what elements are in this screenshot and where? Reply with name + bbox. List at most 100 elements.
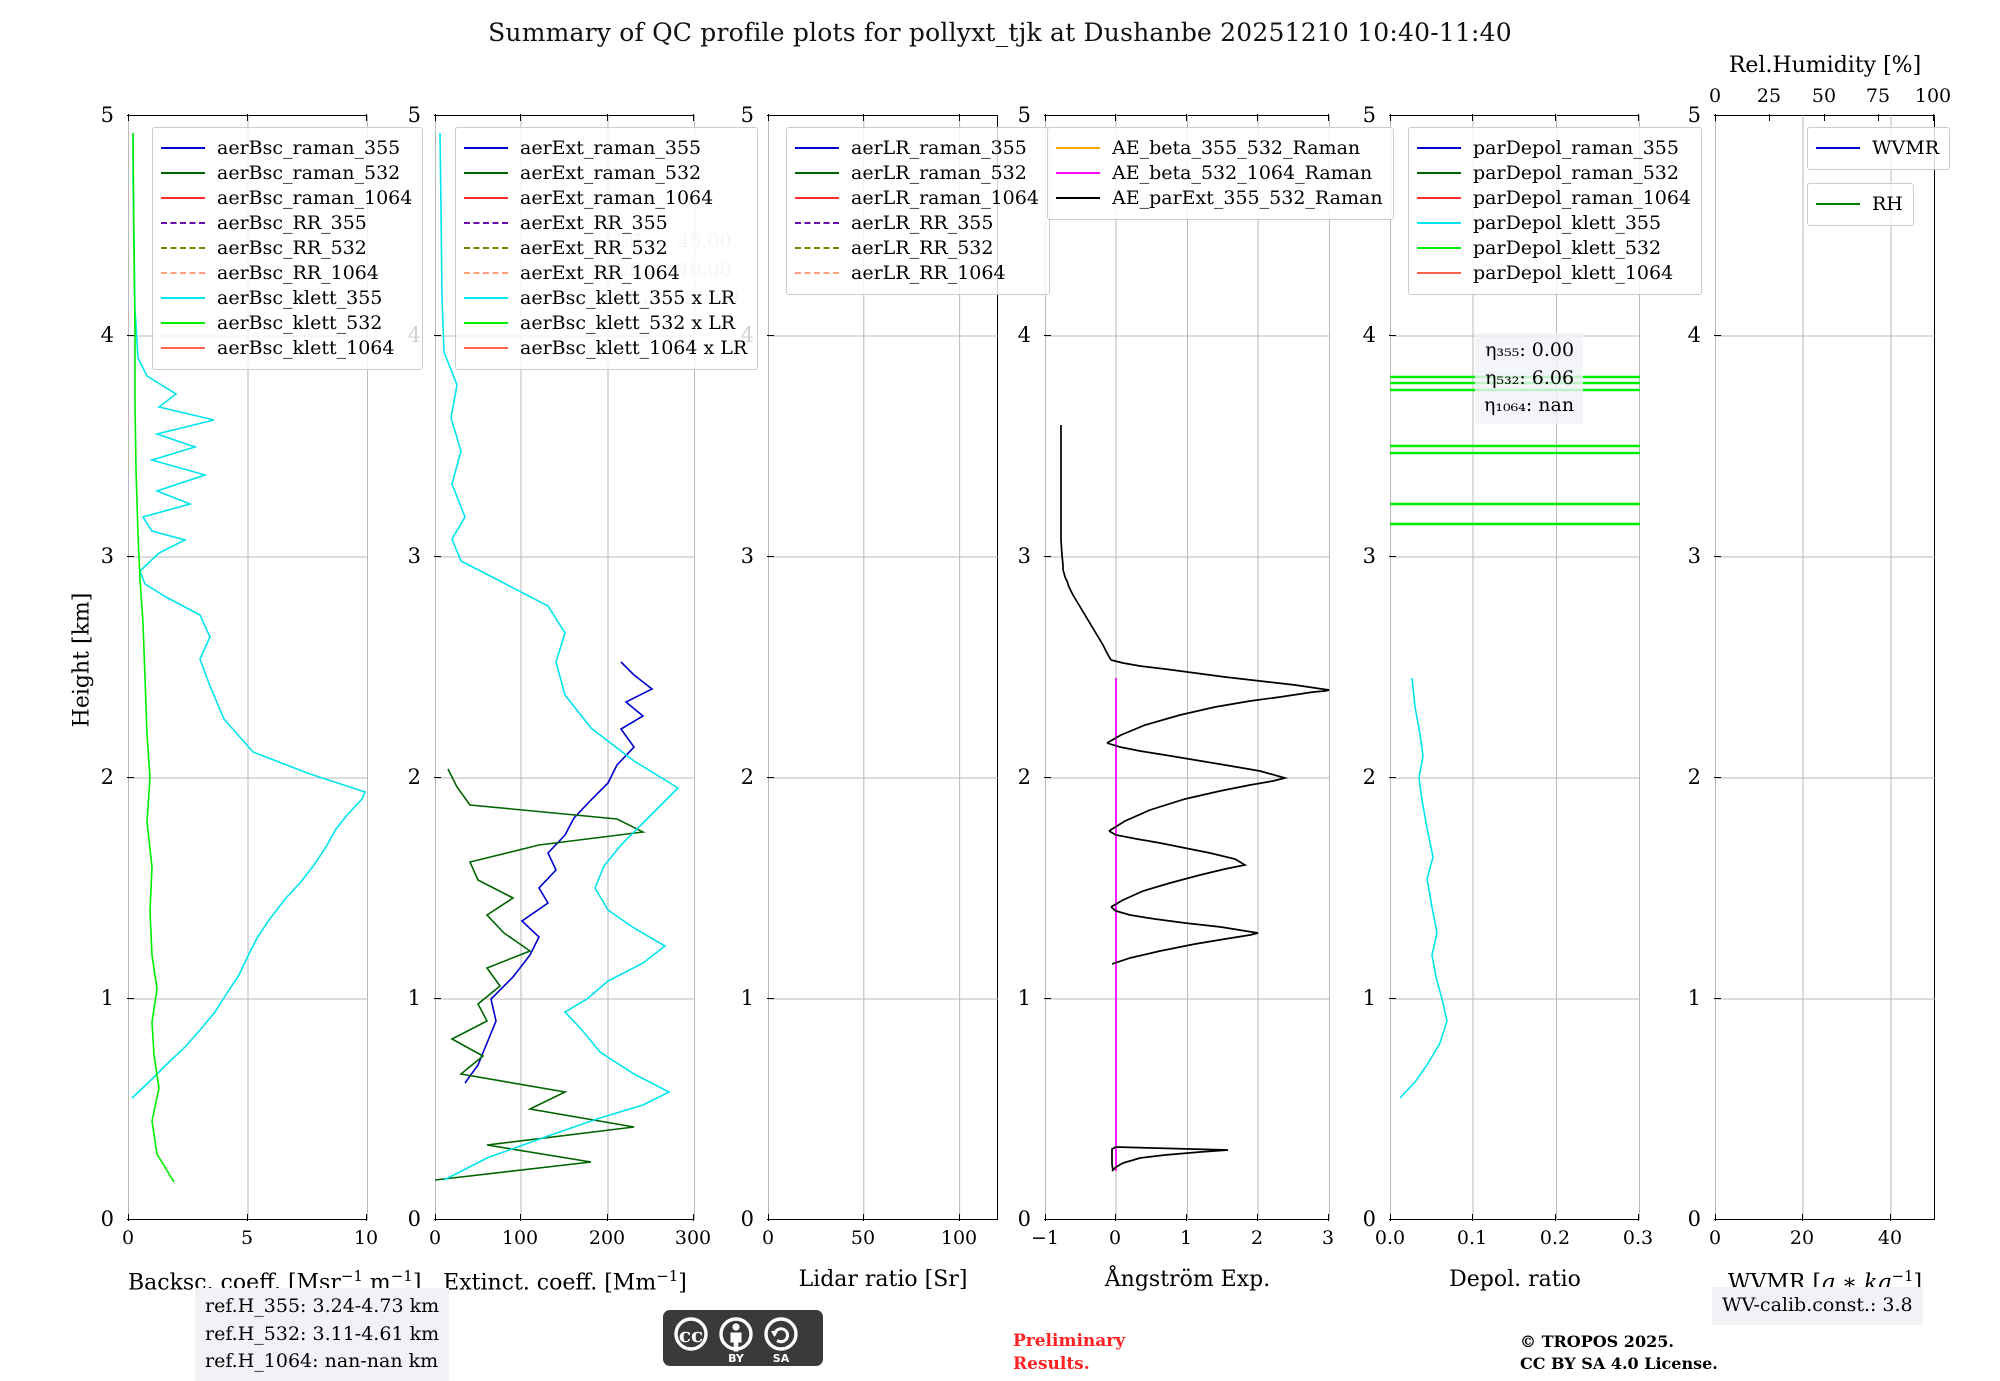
- legend-item[interactable]: aerBsc_RR_532: [161, 236, 412, 261]
- legend-depol[interactable]: parDepol_raman_355 parDepol_raman_532 pa…: [1408, 127, 1703, 295]
- legend-label: aerExt_raman_1064: [520, 186, 714, 209]
- xtick-ext-1: 100: [501, 1227, 539, 1249]
- legend-label: aerLR_RR_355: [851, 211, 994, 234]
- ytick-0: 0: [100, 1207, 114, 1231]
- ref-h-532: ref.H_532: 3.11-4.61 km: [205, 1322, 440, 1345]
- legend-item[interactable]: parDepol_klett_355: [1417, 211, 1691, 236]
- legend-swatch-line: [161, 196, 205, 199]
- ytick-1: 1: [740, 986, 754, 1010]
- legend-angstrom[interactable]: AE_beta_355_532_Raman AE_beta_532_1064_R…: [1047, 127, 1394, 220]
- legend-item[interactable]: aerBsc_RR_355: [161, 211, 412, 236]
- legend-item[interactable]: parDepol_raman_355: [1417, 136, 1691, 161]
- legend-swatch-line: [1056, 146, 1100, 149]
- legend-label: parDepol_raman_355: [1473, 136, 1679, 159]
- legend-swatch-line: [1417, 146, 1461, 149]
- legend-wvmr[interactable]: WVMR: [1807, 127, 1951, 170]
- legend-backscatter[interactable]: aerBsc_raman_355 aerBsc_raman_532 aerBsc…: [152, 127, 424, 370]
- legend-item[interactable]: parDepol_klett_1064: [1417, 261, 1691, 286]
- legend-item[interactable]: AE_beta_532_1064_Raman: [1056, 161, 1383, 186]
- legend-label: WVMR: [1872, 136, 1940, 159]
- legend-item[interactable]: parDepol_klett_532: [1417, 236, 1691, 261]
- eta-532: η₅₃₂: 6.06: [1485, 366, 1575, 389]
- legend-item[interactable]: aerBsc_klett_532 x LR: [464, 311, 747, 336]
- xtick-wvmr-2: 40: [1877, 1227, 1903, 1249]
- grid-wvmr: [1715, 115, 1935, 1220]
- legend-item[interactable]: aerBsc_klett_355: [161, 286, 412, 311]
- legend-label: parDepol_raman_1064: [1473, 186, 1692, 209]
- legend-label: aerExt_raman_532: [520, 161, 702, 184]
- legend-item[interactable]: AE_beta_355_532_Raman: [1056, 136, 1383, 161]
- ytick-0: 0: [407, 1207, 421, 1231]
- legend-extinction[interactable]: aerExt_raman_355 aerExt_raman_532 aerExt…: [455, 127, 759, 370]
- legend-swatch-line: [161, 171, 205, 174]
- ytick-0: 0: [1362, 1207, 1376, 1231]
- legend-label: RH: [1872, 192, 1903, 215]
- legend-label: aerExt_RR_355: [520, 211, 668, 234]
- tropos-copyright: © TROPOS 2025. CC BY SA 4.0 License.: [1520, 1331, 1718, 1374]
- legend-item[interactable]: aerLR_RR_1064: [795, 261, 1039, 286]
- legend-item[interactable]: aerExt_RR_532: [464, 236, 747, 261]
- legend-item[interactable]: aerBsc_RR_1064: [161, 261, 412, 286]
- legend-label: aerBsc_klett_1064: [217, 336, 395, 359]
- legend-item[interactable]: parDepol_raman_532: [1417, 161, 1691, 186]
- panel-lidar-ratio: 0 50 100 0 1 2 3 4 5 Lidar ratio [Sr] ae…: [741, 103, 1050, 1292]
- legend-item[interactable]: aerBsc_raman_532: [161, 161, 412, 186]
- legend-label: aerBsc_raman_532: [217, 161, 401, 184]
- legend-swatch-line: [464, 146, 508, 149]
- toptick-rh-4: 100: [1914, 85, 1952, 107]
- legend-label: parDepol_klett_532: [1473, 236, 1662, 259]
- xtick-lr-2: 100: [940, 1227, 978, 1249]
- legend-swatch-dashed: [161, 271, 205, 274]
- legend-swatch-dashed: [161, 246, 205, 249]
- ref-h-1064: ref.H_1064: nan-nan km: [205, 1350, 439, 1373]
- ytick-4: 4: [1687, 323, 1701, 347]
- ytick-2: 2: [1362, 765, 1376, 789]
- legend-item[interactable]: aerBsc_klett_1064 x LR: [464, 336, 747, 361]
- legend-swatch-line: [1417, 221, 1461, 224]
- legend-item[interactable]: parDepol_raman_1064: [1417, 186, 1691, 211]
- y-axis-label: Height [km]: [69, 592, 95, 728]
- xtick-depol-2: 0.2: [1539, 1227, 1571, 1249]
- legend-item[interactable]: aerLR_raman_532: [795, 161, 1039, 186]
- ytick-3: 3: [740, 544, 754, 568]
- panel-extinction: 0 100 200 300 0 1 2 3 4 5 Extinct. coeff…: [408, 103, 759, 1295]
- ytick-5: 5: [1362, 103, 1376, 127]
- panel-angstrom: −1 0 1 2 3 0 1 2 3 4 5 Ångström Exp. AE_…: [1018, 103, 1394, 1292]
- legend-swatch-dashed: [464, 246, 508, 249]
- legend-item[interactable]: aerLR_RR_355: [795, 211, 1039, 236]
- legend-item[interactable]: RH: [1816, 192, 1903, 217]
- xtick-lr-1: 50: [850, 1227, 876, 1249]
- legend-item[interactable]: aerLR_raman_355: [795, 136, 1039, 161]
- x-axis-label-extinction: Extinct. coeff. [Mm−1]: [443, 1267, 687, 1296]
- xtick-backsc-2: 10: [353, 1227, 379, 1249]
- legend-swatch-line: [1816, 146, 1860, 149]
- legend-item[interactable]: aerExt_raman_355: [464, 136, 747, 161]
- legend-item[interactable]: aerExt_RR_355: [464, 211, 747, 236]
- xtick-ae-4: 3: [1321, 1227, 1335, 1249]
- ytick-3: 3: [1687, 544, 1701, 568]
- xtick-depol-1: 0.1: [1456, 1227, 1488, 1249]
- legend-item[interactable]: aerBsc_raman_355: [161, 136, 412, 161]
- legend-item[interactable]: aerBsc_klett_1064: [161, 336, 412, 361]
- legend-swatch-line: [161, 296, 205, 299]
- legend-swatch-line: [1417, 271, 1461, 274]
- legend-rh[interactable]: RH: [1807, 183, 1914, 226]
- legend-lidar-ratio[interactable]: aerLR_raman_355 aerLR_raman_532 aerLR_ra…: [786, 127, 1050, 295]
- legend-label: aerBsc_klett_532: [217, 311, 383, 334]
- legend-item[interactable]: aerExt_raman_532: [464, 161, 747, 186]
- legend-item[interactable]: AE_parExt_355_532_Raman: [1056, 186, 1383, 211]
- legend-item[interactable]: aerExt_RR_1064: [464, 261, 747, 286]
- legend-item[interactable]: aerLR_raman_1064: [795, 186, 1039, 211]
- wv-calibration-box: WV-calib.const.: 3.8: [1712, 1287, 1923, 1325]
- ytick-5: 5: [1017, 103, 1031, 127]
- legend-item[interactable]: aerBsc_klett_355 x LR: [464, 286, 747, 311]
- legend-item[interactable]: aerExt_raman_1064: [464, 186, 747, 211]
- preliminary-results-note: Preliminary Results.: [1013, 1330, 1125, 1376]
- legend-item[interactable]: aerBsc_klett_532: [161, 311, 412, 336]
- legend-item[interactable]: aerLR_RR_532: [795, 236, 1039, 261]
- legend-item[interactable]: WVMR: [1816, 136, 1939, 161]
- ytick-2: 2: [1017, 765, 1031, 789]
- ytick-2: 2: [1687, 765, 1701, 789]
- legend-item[interactable]: aerBsc_raman_1064: [161, 186, 412, 211]
- x-axis-label-angstrom: Ångström Exp.: [1104, 1267, 1271, 1292]
